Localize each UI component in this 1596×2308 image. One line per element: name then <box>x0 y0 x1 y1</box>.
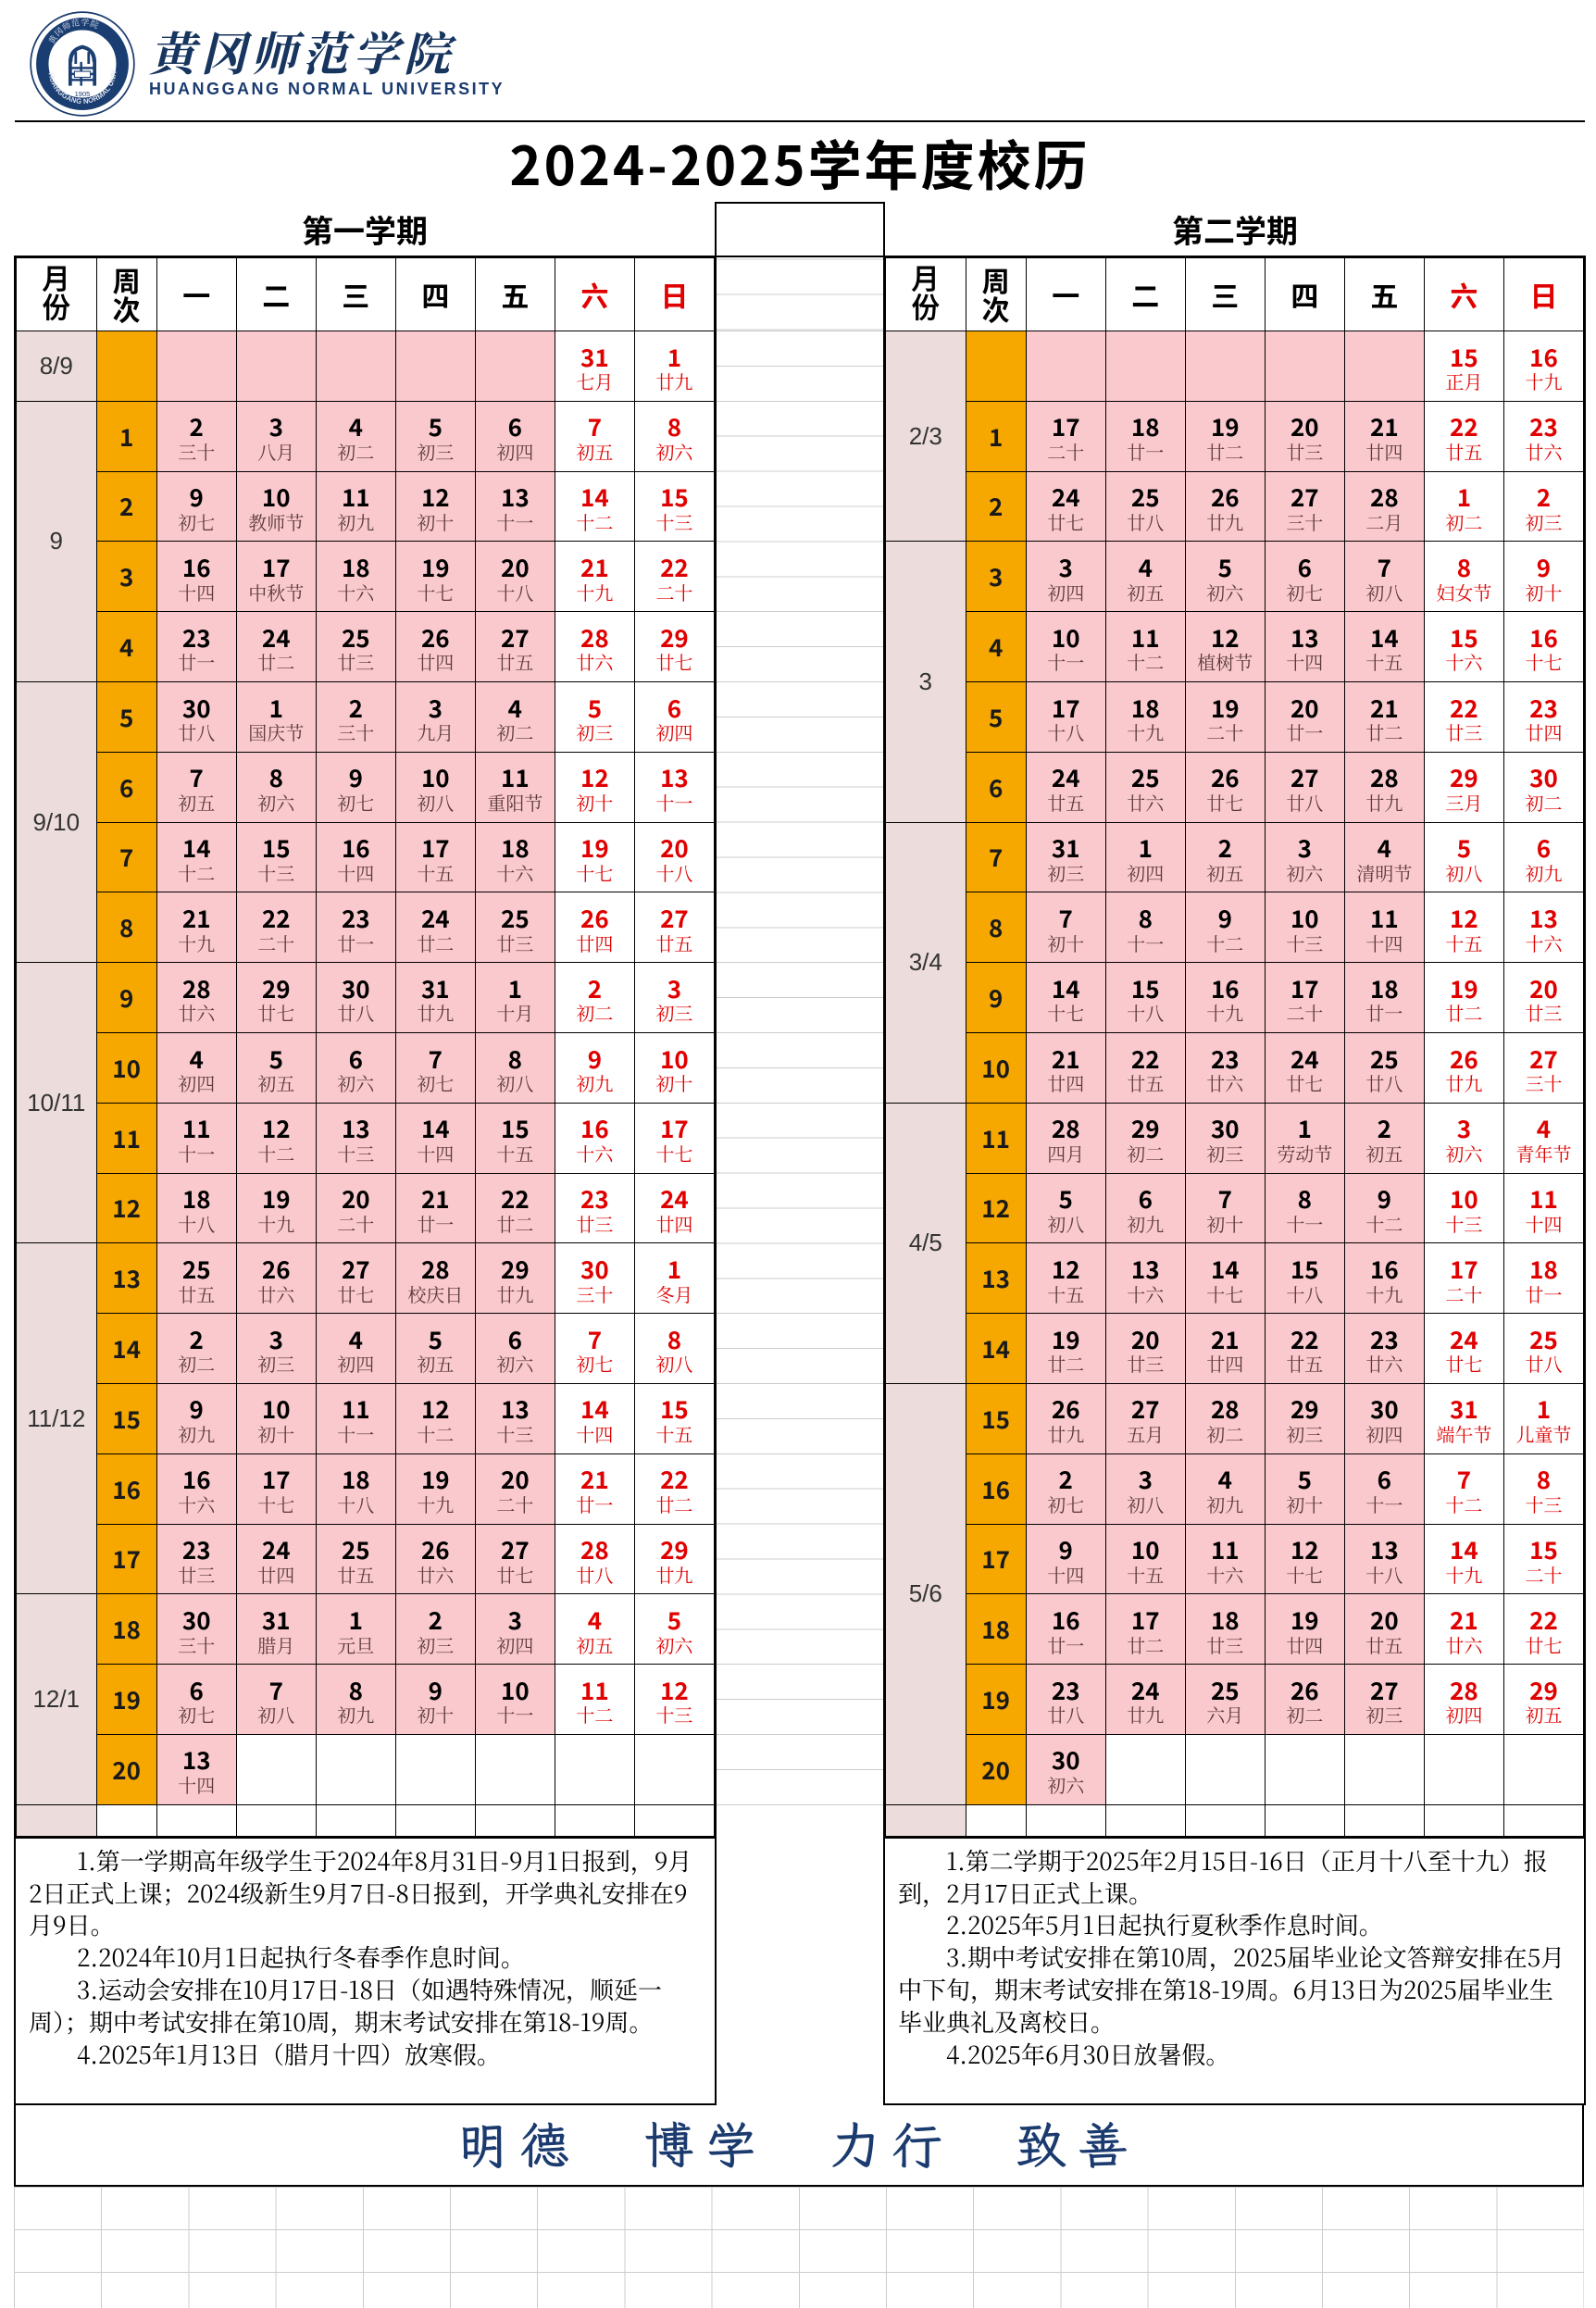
svg-text:1905: 1905 <box>75 89 91 97</box>
